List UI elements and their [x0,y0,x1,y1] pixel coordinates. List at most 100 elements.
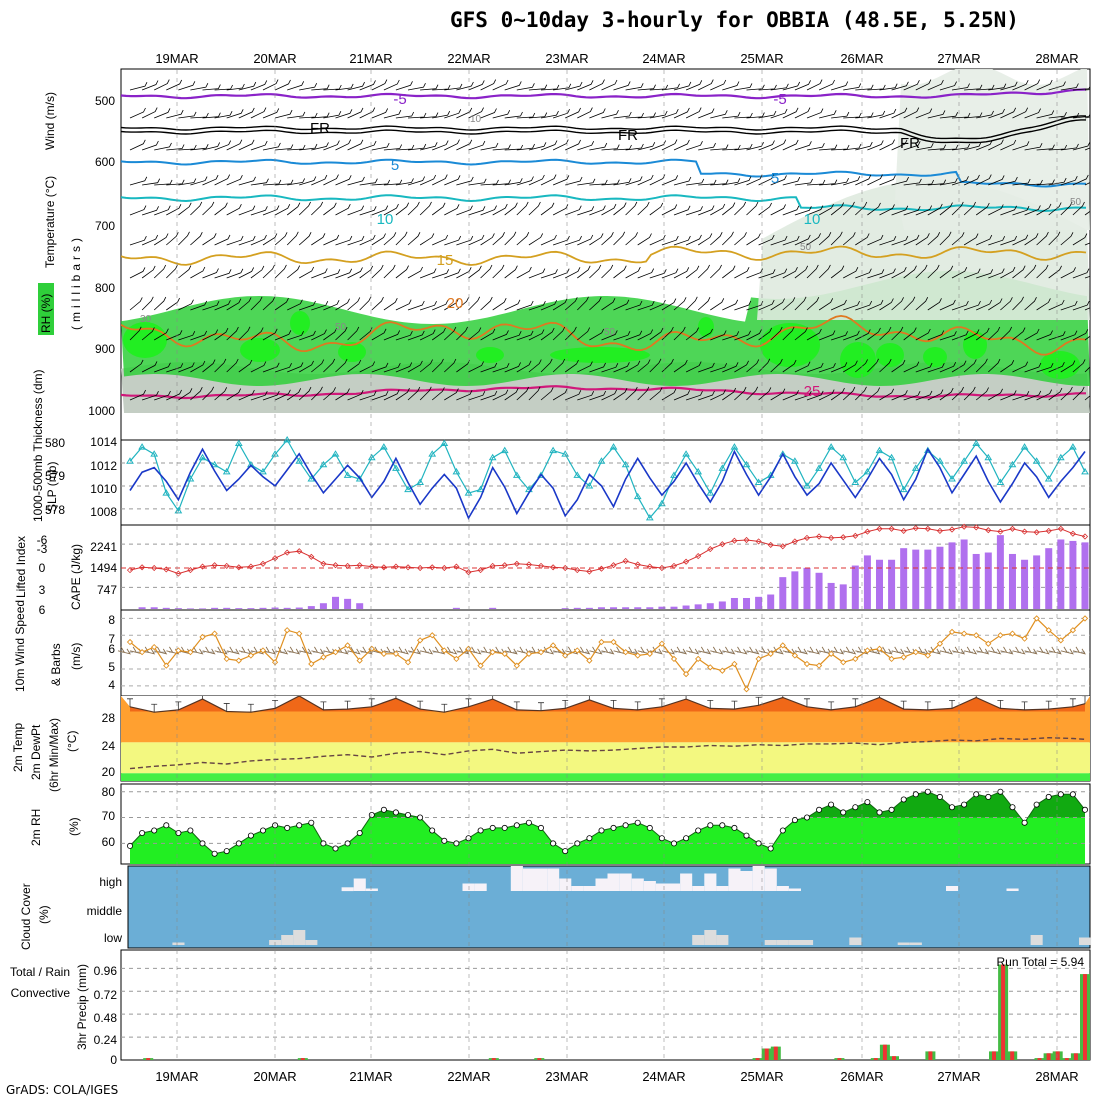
cloud-bar-high [668,883,681,891]
upper-wind-barb [1072,359,1086,373]
upper-wind-barb [456,81,474,91]
thickness-point [827,443,836,450]
upper-wind-barb [359,265,374,279]
upper-wind-barb [794,327,808,341]
cloud-cover-panel: high middle low Cloud Cover (%) [19,865,1092,950]
upper-wind-barb [649,234,666,246]
date-label-bottom: 20MAR [253,1069,296,1084]
temp-minmax-whisker [368,698,375,707]
upper-wind-barb [468,327,482,341]
lifted-index-point [779,543,786,550]
upper-wind-barb [722,387,737,401]
wind-speed-point [235,657,242,664]
upper-wind-barb [444,326,457,341]
upper-wind-barb [649,84,669,91]
upper-wind-barb [202,201,215,216]
upper-wind-barb [879,298,894,311]
upper-wind-barb [613,81,631,91]
upper-wind-barb [975,202,990,216]
rh-high-blob [963,331,987,359]
thickness-point [658,499,666,507]
upper-wind-barb [673,390,691,401]
upper-wind-barb [976,84,995,91]
thickness-point [984,453,993,461]
rh2m-point [1045,793,1052,800]
temp-minmax-whisker [441,703,448,713]
upper-wind-barb [262,362,280,373]
temp-minmax-whisker [755,696,762,706]
rh2m-point [936,793,943,800]
upper-wind-barb [975,358,988,373]
upper-wind-barb [153,328,169,341]
upper-wind-barb [516,330,534,341]
upper-wind-barb [528,201,541,216]
upper-wind-barb [903,80,920,91]
wind-barbs-axis-label: & Barbs [49,643,63,686]
upper-wind-barb [625,201,638,216]
upper-wind-barb [431,358,444,373]
rh2m-point [973,791,980,798]
rh2m-point [755,840,762,847]
upper-wind-barb [311,233,326,246]
upper-wind-barb [698,362,715,373]
upper-wind-barb [456,176,474,186]
upper-wind-barb [553,83,572,91]
upper-wind-barb [782,205,800,216]
lifted-index-point [163,566,170,573]
upper-wind-barb [673,326,686,341]
upper-wind-barb [359,234,376,246]
upper-wind-barb [855,112,874,119]
upper-wind-barb [734,201,747,216]
lifted-index-point [876,525,883,532]
upper-wind-barb [976,140,993,151]
upper-wind-barb [613,362,630,373]
cape-bar [815,572,823,609]
upper-wind-barb [528,329,545,341]
date-label-bottom: 21MAR [349,1069,392,1084]
wind-speed-point [525,650,533,657]
temp-units-label: (°C) [65,731,79,752]
upper-wind-barb [468,206,486,216]
lifted-index-point [489,562,496,569]
isotherm-15 [121,245,1087,266]
upper-wind-barb [552,139,569,151]
wind-barb [1072,646,1086,655]
temp-minmax-whisker [1021,701,1028,710]
upper-wind-barb [371,233,386,246]
upper-wind-barb [347,359,362,373]
temp-minmax-whisker [223,703,230,712]
temp-minmax-whisker [588,696,590,700]
upper-wind-barb [1060,201,1073,216]
upper-wind-barb [528,174,545,186]
p700-tick: 700 [95,219,115,233]
cape-bar [634,607,642,609]
temp-minmax-whisker [562,699,569,709]
upper-wind-barb [238,107,255,119]
precip-convective-bar [1064,1058,1069,1060]
wind-speed-point [199,633,206,641]
cloud-bar-high [680,873,693,891]
wind-speed-point [876,645,883,652]
upper-wind-barb [250,107,267,119]
cape-bar [875,559,883,609]
wind-speed-point [634,652,641,659]
lifted-index-point [900,527,907,534]
upper-wind-barb [782,107,799,119]
upper-wind-barb [782,390,799,401]
cape-bar [682,605,690,609]
temp-minmax-whisker [175,701,182,710]
upper-wind-barb [770,83,789,91]
upper-wind-barb [976,269,994,279]
upper-wind-barb [154,108,171,119]
thickness-point [621,460,630,468]
upper-wind-barb [867,358,879,373]
upper-wind-barb [710,232,723,246]
upper-wind-barb [154,142,172,151]
upper-wind-barb [855,201,868,216]
upper-wind-barb [214,358,227,373]
upper-wind-barb [1072,201,1085,216]
upper-wind-barb [468,140,486,151]
upper-wind-barb [432,84,451,91]
upper-wind-barb [1012,107,1029,119]
upper-wind-barb [480,328,496,341]
